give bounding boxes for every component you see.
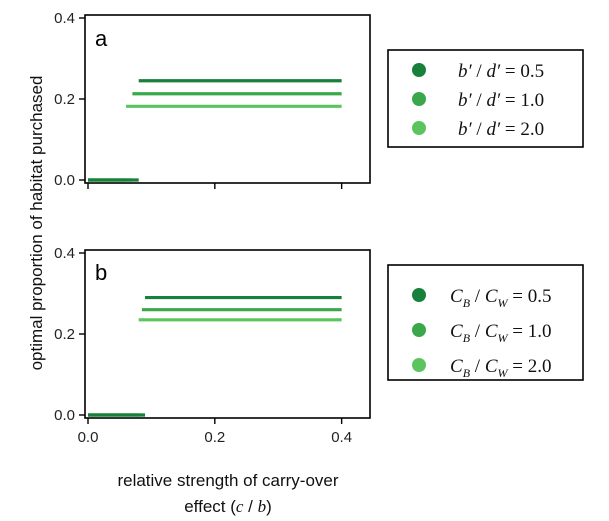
panel-b-y-tick-label-1: 0.2 (54, 326, 75, 343)
panel-a-plot-frame (84, 14, 371, 184)
legend-a-entry-0: b′ / d′ = 0.5 (458, 61, 544, 82)
y-axis-title: optimal proportion of habitat purchased (27, 76, 46, 371)
legend-b-entry-0: CB / CW = 0.5 (450, 286, 551, 310)
legend-b-marker-2 (412, 358, 426, 372)
panel-a-x-ticks (87, 183, 343, 189)
panel-b-y-tick-label-2: 0.4 (54, 245, 75, 262)
legend-a-marker-1 (412, 92, 426, 106)
panel-a-legend: b′ / d′ = 0.5 b′ / d′ = 1.0 b′ / d′ = 2.… (387, 49, 584, 148)
panel-a-y-tick-label-0: 0.0 (54, 172, 75, 189)
panel-b: b 0.0 0.2 0.4 0.0 0.2 0.4 CB / CW = 0.5 CB /… (54, 245, 584, 446)
panel-b-x-tick-label-0: 0.0 (78, 429, 99, 446)
panel-b-letter: b (95, 260, 107, 285)
panel-b-x-tick-label-2: 0.4 (331, 429, 352, 446)
panel-a-y-ticks: 0.0 0.2 0.4 (54, 10, 85, 189)
legend-b-marker-1 (412, 323, 426, 337)
legend-b-entry-1: CB / CW = 1.0 (450, 321, 551, 345)
panel-b-plot-frame (84, 249, 371, 419)
panel-a-y-tick-label-1: 0.2 (54, 91, 75, 108)
panel-a-series (88, 79, 342, 182)
legend-a-marker-0 (412, 63, 426, 77)
panel-b-legend: CB / CW = 0.5 CB / CW = 1.0 CB / CW = 2.… (387, 264, 584, 381)
legend-a-marker-2 (412, 121, 426, 135)
panel-a-y-tick-label-2: 0.4 (54, 10, 75, 27)
legend-b-marker-0 (412, 288, 426, 302)
panel-a: a 0.0 0.2 0.4 b′ / d′ = 0.5 b′ / d′ = 1.0 … (54, 10, 584, 189)
panel-b-y-ticks: 0.0 0.2 0.4 (54, 245, 85, 424)
legend-b-entry-2: CB / CW = 2.0 (450, 356, 551, 380)
panel-b-y-tick-label-0: 0.0 (54, 407, 75, 424)
panel-b-series (88, 295, 342, 417)
legend-a-entry-2: b′ / d′ = 2.0 (458, 119, 544, 140)
panel-a-letter: a (95, 26, 108, 51)
panel-b-x-ticks: 0.0 0.2 0.4 (78, 418, 352, 446)
x-axis-title-line-2: effect (c / b) (184, 497, 272, 516)
legend-a-entry-1: b′ / d′ = 1.0 (458, 90, 544, 111)
panel-b-x-tick-label-1: 0.2 (204, 429, 225, 446)
x-axis-title-line-1: relative strength of carry-over (117, 471, 338, 490)
